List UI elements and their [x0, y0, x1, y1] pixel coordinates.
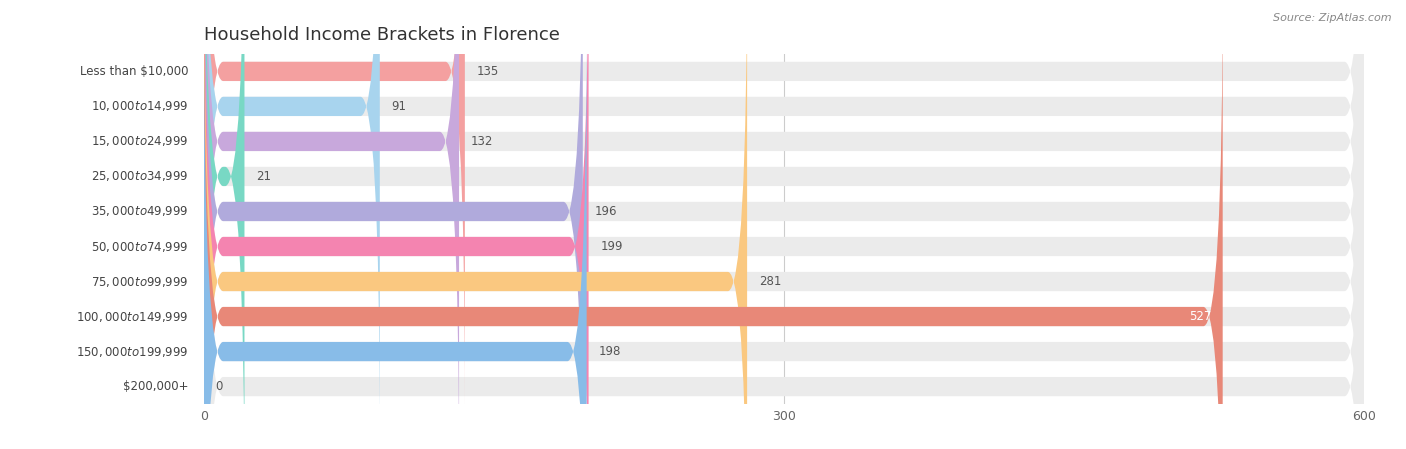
Text: 198: 198: [599, 345, 620, 358]
Text: 199: 199: [600, 240, 623, 253]
FancyBboxPatch shape: [204, 0, 458, 449]
Text: $150,000 to $199,999: $150,000 to $199,999: [76, 344, 188, 359]
FancyBboxPatch shape: [204, 0, 1364, 449]
FancyBboxPatch shape: [204, 0, 583, 449]
FancyBboxPatch shape: [204, 0, 1364, 449]
Text: Source: ZipAtlas.com: Source: ZipAtlas.com: [1274, 13, 1392, 23]
Text: $50,000 to $74,999: $50,000 to $74,999: [91, 239, 188, 254]
FancyBboxPatch shape: [204, 0, 1364, 447]
Text: 0: 0: [215, 380, 222, 393]
FancyBboxPatch shape: [204, 0, 747, 449]
Text: Less than $10,000: Less than $10,000: [80, 65, 188, 78]
Text: $35,000 to $49,999: $35,000 to $49,999: [91, 204, 188, 219]
Text: 527: 527: [1188, 310, 1211, 323]
FancyBboxPatch shape: [204, 0, 380, 447]
Text: $100,000 to $149,999: $100,000 to $149,999: [76, 309, 188, 324]
FancyBboxPatch shape: [204, 46, 1364, 449]
Text: $10,000 to $14,999: $10,000 to $14,999: [91, 99, 188, 114]
Text: 132: 132: [471, 135, 494, 148]
FancyBboxPatch shape: [204, 0, 589, 449]
Text: $25,000 to $34,999: $25,000 to $34,999: [91, 169, 188, 184]
FancyBboxPatch shape: [204, 0, 1364, 449]
FancyBboxPatch shape: [204, 11, 586, 449]
FancyBboxPatch shape: [204, 0, 1364, 449]
Text: Household Income Brackets in Florence: Household Income Brackets in Florence: [204, 26, 560, 44]
FancyBboxPatch shape: [204, 0, 465, 412]
FancyBboxPatch shape: [204, 0, 1223, 449]
Text: 196: 196: [595, 205, 617, 218]
Text: $15,000 to $24,999: $15,000 to $24,999: [91, 134, 188, 149]
Text: $75,000 to $99,999: $75,000 to $99,999: [91, 274, 188, 289]
FancyBboxPatch shape: [204, 0, 1364, 449]
Text: 281: 281: [759, 275, 782, 288]
FancyBboxPatch shape: [204, 0, 1364, 412]
Text: 135: 135: [477, 65, 499, 78]
Text: 91: 91: [391, 100, 406, 113]
FancyBboxPatch shape: [204, 0, 245, 449]
FancyBboxPatch shape: [204, 11, 1364, 449]
Text: $200,000+: $200,000+: [122, 380, 188, 393]
FancyBboxPatch shape: [204, 0, 1364, 449]
Text: 21: 21: [256, 170, 271, 183]
